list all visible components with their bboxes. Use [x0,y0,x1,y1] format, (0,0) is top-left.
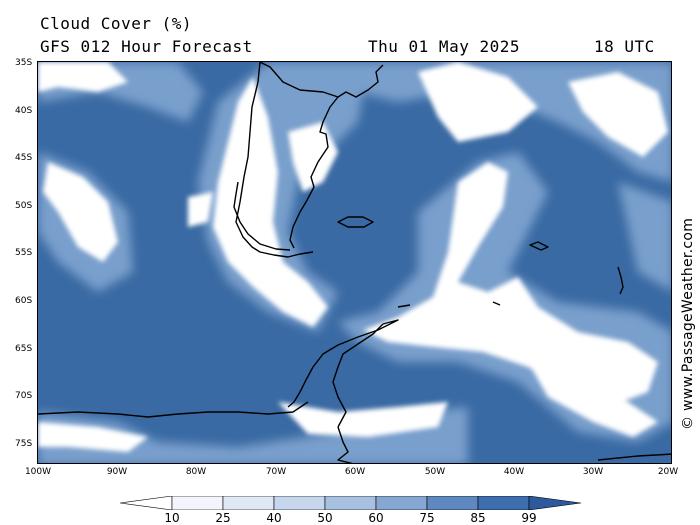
lon-label: 50W [424,467,446,477]
lat-label: 75S [15,439,33,449]
south-sandwich-arc [617,266,624,295]
lat-label: 60S [15,296,33,306]
site-credit: © www.PassageWeather.com [680,217,696,430]
south-georgia [529,241,549,251]
lat-label: 55S [15,248,33,258]
lon-label: 90W [106,467,128,477]
argentina-north-coast [259,62,384,98]
forecast-date: Thu 01 May 2025 [368,37,520,56]
fjords-coast [233,181,291,251]
legend-swatch [222,495,275,511]
legend-swatch [426,495,479,511]
lat-label: 40S [15,106,33,116]
antarctic-peninsula-east [332,323,384,428]
legend-swatch [477,495,530,511]
coastlines [38,62,671,463]
legend-swatch [528,495,582,511]
legend-tick: 25 [215,511,231,525]
lon-label: 60W [344,467,366,477]
lat-label: 65S [15,344,33,354]
legend-tick: 40 [266,511,282,525]
legend-tick: 75 [419,511,435,525]
lon-label: 100W [24,467,52,477]
map-title: Cloud Cover (%) [40,14,192,33]
legend-tick: 85 [470,511,486,525]
cloud-core-layer [38,62,668,452]
lon-label: 70W [265,467,287,477]
argentina-patagonia-coast [289,96,339,249]
legend-swatch [324,495,377,511]
color-legend [119,495,582,514]
legend-swatch [171,495,224,511]
forecast-time: 18 UTC [594,37,655,56]
lat-label: 35S [15,58,33,68]
lat-label: 70S [15,391,33,401]
legend-swatch [375,495,428,511]
lat-label: 45S [15,153,33,163]
antarctic-peninsula-west [287,319,399,408]
weddell-coast [337,426,353,463]
legend-tick: 50 [317,511,333,525]
falkland-islands [337,216,374,228]
legend-swatch [119,495,173,511]
legend-bar [119,495,582,511]
legend-swatch [273,495,326,511]
forecast-label: GFS 012 Hour Forecast [40,37,253,56]
cloud-map [38,62,671,463]
antarctic-coast-west [38,401,309,418]
legend-tick: 10 [164,511,180,525]
chile-coast [235,62,314,258]
antarctic-coast-east [597,453,671,461]
legend-tick: 60 [368,511,384,525]
map-panel [37,61,672,464]
lon-label: 40W [503,467,525,477]
legend-tick: 99 [521,511,537,525]
lon-label: 80W [185,467,207,477]
lon-label: 20W [657,467,679,477]
lon-label: 30W [582,467,604,477]
lat-label: 50S [15,201,33,211]
south-sandwich [492,301,501,306]
south-orkney [397,304,411,308]
